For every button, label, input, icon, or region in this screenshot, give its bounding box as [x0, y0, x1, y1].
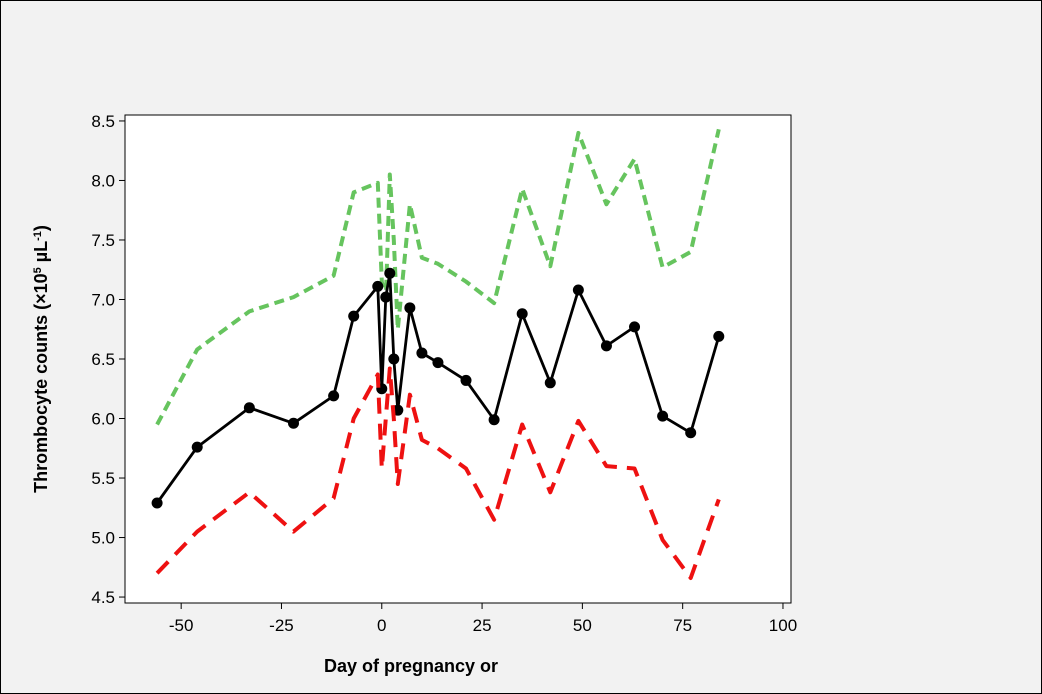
x-tick-label: 100	[769, 616, 797, 635]
y-tick-label: 4.5	[91, 588, 115, 607]
data-point	[629, 321, 641, 333]
data-point	[243, 402, 255, 414]
data-point	[388, 353, 400, 365]
y-tick-label: 5.5	[91, 469, 115, 488]
data-point	[432, 357, 444, 369]
x-tick-label: 25	[473, 616, 492, 635]
x-tick-label: -25	[269, 616, 294, 635]
y-tick-label: 7.0	[91, 290, 115, 309]
data-point	[380, 291, 392, 303]
y-tick-label: 5.0	[91, 529, 115, 548]
y-tick-label: 6.0	[91, 410, 115, 429]
x-tick-label: 75	[673, 616, 692, 635]
series-layer	[151, 128, 725, 580]
data-point	[288, 417, 300, 429]
data-point	[372, 280, 384, 292]
y-tick-label: 6.5	[91, 350, 115, 369]
x-tick-label: 50	[573, 616, 592, 635]
x-tick-label: -50	[169, 616, 194, 635]
data-point	[416, 347, 428, 359]
data-point	[460, 374, 472, 386]
y-tick-label: 8.5	[91, 112, 115, 131]
x-tick-label: 0	[377, 616, 386, 635]
data-point	[544, 377, 556, 389]
lower-band-line	[155, 366, 721, 580]
y-axis: 4.5 5.0 5.5 6.0 6.5 7.0 7.5 8.0 8.5	[91, 112, 125, 607]
y-tick-label: 8.0	[91, 171, 115, 190]
plot-area	[124, 114, 792, 604]
data-point	[600, 340, 612, 352]
data-point	[572, 284, 584, 296]
data-point	[488, 414, 500, 426]
data-point	[404, 302, 416, 314]
data-point	[191, 441, 203, 453]
data-point	[657, 410, 669, 422]
data-point	[685, 427, 697, 439]
x-axis: -50 -25 0 25 50 75 100	[169, 603, 797, 635]
y-tick-label: 7.5	[91, 231, 115, 250]
upper-band-line	[155, 128, 721, 426]
data-point	[384, 267, 396, 279]
data-point	[713, 330, 725, 342]
data-point	[151, 497, 163, 509]
y-axis-title: Thrombocyte counts (×105 µL-1)	[31, 225, 51, 493]
data-point	[516, 308, 528, 320]
x-axis-title: Day of pregnancy or	[324, 656, 498, 676]
data-point	[348, 310, 360, 322]
data-point	[328, 390, 340, 402]
